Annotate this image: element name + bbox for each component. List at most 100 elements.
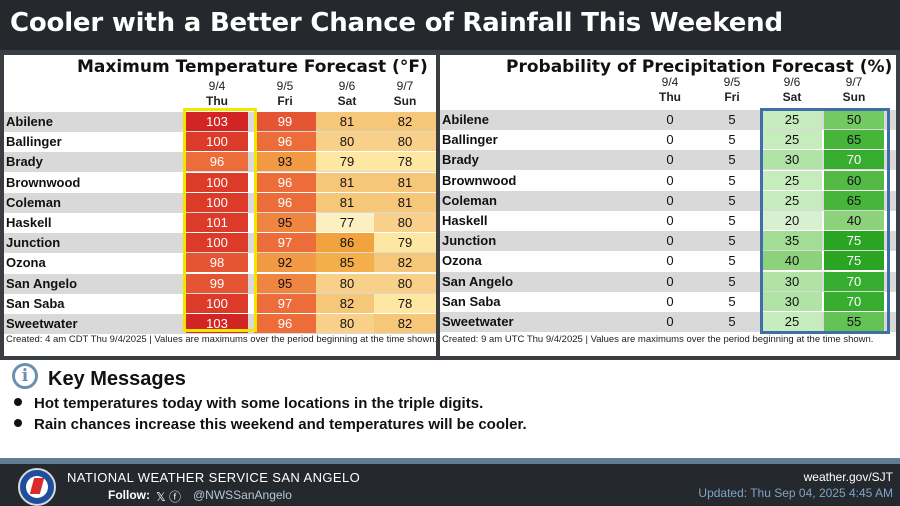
value-cell: 95 xyxy=(254,213,316,232)
value-cell: 100 xyxy=(186,172,248,192)
value-cell: 55 xyxy=(824,312,884,331)
value-cell: 101 xyxy=(186,213,248,232)
value-cell: 81 xyxy=(316,112,378,131)
value-cell: 86 xyxy=(316,233,378,253)
value-cell: 5 xyxy=(728,314,736,329)
city-name: Brownwood xyxy=(442,172,517,188)
nws-logo-icon xyxy=(18,468,56,506)
value-cell: 30 xyxy=(762,271,822,291)
value-cell: 100 xyxy=(186,132,248,152)
value-cell: 80 xyxy=(316,273,378,293)
value-cell: 99 xyxy=(254,112,316,131)
value-cell: 97 xyxy=(254,293,316,313)
social-handle-link[interactable]: @NWSSanAngelo xyxy=(193,488,292,502)
table-row: Brownwood 100 96 81 81 xyxy=(4,172,436,193)
value-cell: 0 xyxy=(666,293,674,309)
column-header-fri: 9/5 Fri xyxy=(723,75,741,104)
value-cell: 100 xyxy=(186,293,248,313)
table-row: Ozona 0 5 40 75 xyxy=(440,251,896,272)
value-cell: 5 xyxy=(728,112,736,127)
weekend-highlight-box xyxy=(760,108,890,334)
table-row: Brownwood 0 5 25 60 xyxy=(440,170,896,191)
city-name: Brady xyxy=(442,152,479,168)
value-cell: 100 xyxy=(186,233,248,253)
bullet-icon xyxy=(14,398,22,407)
value-cell: 75 xyxy=(824,251,884,271)
value-cell: 97 xyxy=(254,233,316,253)
value-cell: 75 xyxy=(824,231,884,251)
value-cell: 65 xyxy=(824,190,884,210)
value-cell: 60 xyxy=(824,170,884,190)
value-cell: 0 xyxy=(666,273,674,289)
table-row: Haskell 0 5 20 40 xyxy=(440,211,896,231)
table-row: Coleman 100 96 81 81 xyxy=(4,192,436,213)
social-icons[interactable]: 𝕏 ⓕ xyxy=(156,490,182,504)
value-cell: 5 xyxy=(728,213,736,228)
table-row: Haskell 101 95 77 80 xyxy=(4,213,436,233)
info-icon: i xyxy=(12,363,38,389)
value-cell: 82 xyxy=(374,253,436,273)
value-cell: 93 xyxy=(254,152,316,172)
value-cell: 0 xyxy=(666,172,674,188)
value-cell: 25 xyxy=(762,312,822,331)
table-row: Abilene 0 5 25 50 xyxy=(440,110,896,130)
temperature-caption: Created: 4 am CDT Thu 9/4/2025 | Values … xyxy=(6,334,436,345)
value-cell: 81 xyxy=(316,192,378,212)
city-name: San Saba xyxy=(6,295,65,311)
table-row: Ballinger 100 96 80 80 xyxy=(4,132,436,153)
city-name: Brownwood xyxy=(6,174,81,190)
office-name: NATIONAL WEATHER SERVICE SAN ANGELO xyxy=(67,470,361,485)
column-header-sun: 9/7 Sun xyxy=(393,79,417,108)
title-banner: Cooler with a Better Chance of Rainfall … xyxy=(0,0,900,50)
value-cell: 96 xyxy=(254,314,316,333)
value-cell: 5 xyxy=(728,132,736,148)
table-row: San Angelo 99 95 80 80 xyxy=(4,273,436,294)
city-name: Abilene xyxy=(442,112,489,127)
precipitation-panel-title: Probability of Precipitation Forecast (%… xyxy=(506,57,893,77)
value-cell: 96 xyxy=(254,172,316,192)
value-cell: 30 xyxy=(762,291,822,311)
value-cell: 99 xyxy=(186,273,248,293)
value-cell: 30 xyxy=(762,150,822,170)
city-name: San Angelo xyxy=(442,273,514,289)
city-name: Junction xyxy=(6,235,61,251)
value-cell: 65 xyxy=(824,130,884,150)
website-link[interactable]: weather.gov/SJT xyxy=(803,470,893,484)
table-row: Sweetwater 103 96 80 82 xyxy=(4,314,436,334)
value-cell: 78 xyxy=(374,293,436,313)
value-cell: 5 xyxy=(728,233,736,249)
value-cell: 0 xyxy=(666,132,674,148)
city-name: Haskell xyxy=(6,215,52,230)
column-header-thu: 9/4 Thu xyxy=(659,75,681,104)
value-cell: 85 xyxy=(316,253,378,273)
column-header-sat: 9/6 Sat xyxy=(782,75,802,104)
city-name: Abilene xyxy=(6,114,53,129)
value-cell: 70 xyxy=(824,291,884,311)
city-name: Coleman xyxy=(6,194,61,210)
value-cell: 80 xyxy=(374,213,436,232)
value-cell: 78 xyxy=(374,152,436,172)
city-name: Sweetwater xyxy=(6,316,78,331)
table-row: San Saba 0 5 30 70 xyxy=(440,291,896,312)
table-row: Abilene 103 99 81 82 xyxy=(4,112,436,132)
bullet-icon xyxy=(14,419,22,428)
value-cell: 81 xyxy=(374,172,436,192)
value-cell: 5 xyxy=(728,172,736,188)
value-cell: 25 xyxy=(762,170,822,190)
value-cell: 82 xyxy=(374,314,436,333)
value-cell: 25 xyxy=(762,110,822,129)
value-cell: 80 xyxy=(316,314,378,333)
value-cell: 0 xyxy=(666,192,674,208)
page-title: Cooler with a Better Chance of Rainfall … xyxy=(10,8,783,38)
value-cell: 80 xyxy=(316,132,378,152)
value-cell: 80 xyxy=(374,132,436,152)
table-row: San Saba 100 97 82 78 xyxy=(4,293,436,314)
value-cell: 0 xyxy=(666,112,674,127)
value-cell: 0 xyxy=(666,253,674,269)
value-cell: 5 xyxy=(728,273,736,289)
city-name: Ozona xyxy=(6,255,46,271)
value-cell: 100 xyxy=(186,192,248,212)
value-cell: 96 xyxy=(254,132,316,152)
city-name: Brady xyxy=(6,154,43,170)
value-cell: 25 xyxy=(762,130,822,150)
